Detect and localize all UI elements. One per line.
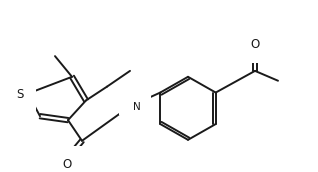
Text: S: S <box>17 88 24 101</box>
Text: N: N <box>133 102 141 112</box>
Text: O: O <box>62 158 72 171</box>
Text: O: O <box>250 38 259 51</box>
Text: H: H <box>129 94 137 104</box>
